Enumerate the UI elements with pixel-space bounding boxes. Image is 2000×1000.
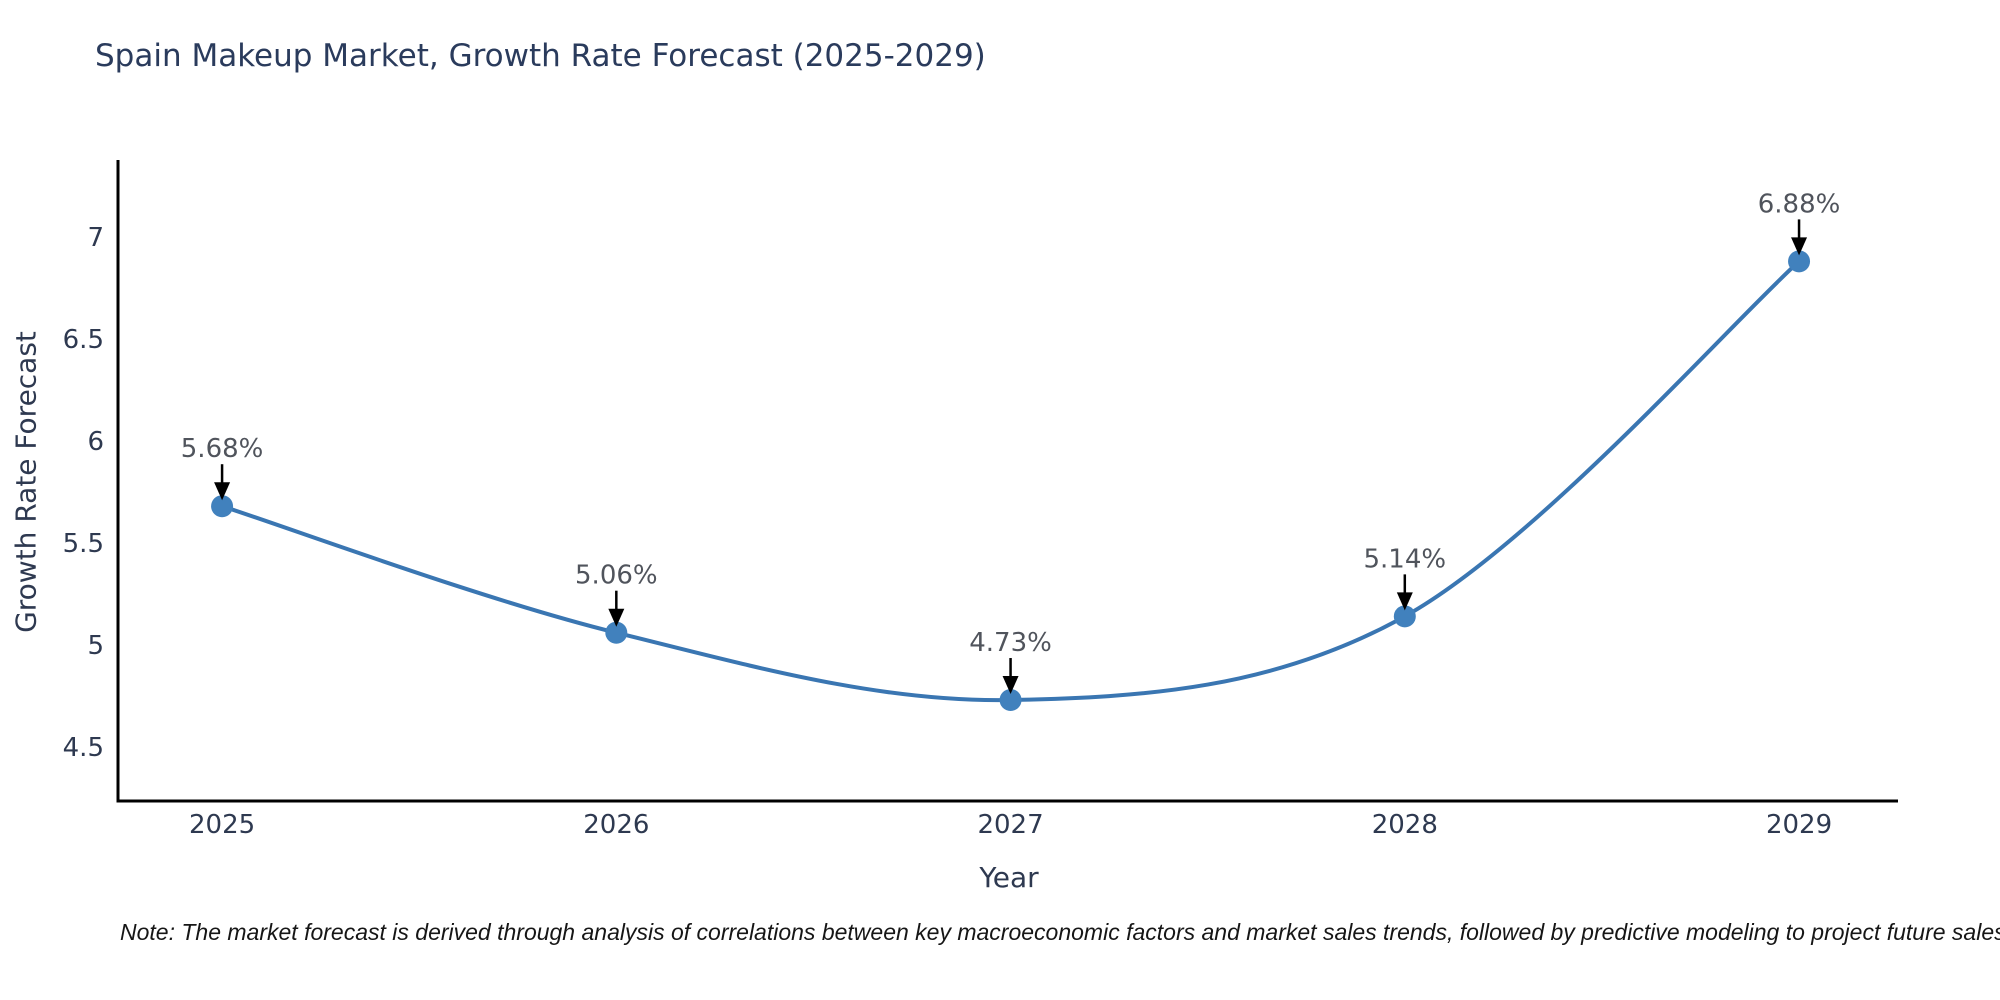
y-axis-title: Growth Rate Forecast bbox=[9, 331, 43, 633]
y-tick-label: 6 bbox=[87, 427, 104, 457]
footnote-text: Note: The market forecast is derived thr… bbox=[120, 919, 2000, 945]
y-tick-label: 5 bbox=[87, 631, 104, 661]
x-tick-label: 2028 bbox=[1372, 810, 1438, 840]
annotation-arrow-head bbox=[1396, 592, 1413, 611]
annotation-arrow-head bbox=[1002, 676, 1019, 695]
data-point-marker bbox=[1393, 605, 1416, 628]
y-tick-label: 7 bbox=[87, 223, 104, 253]
chart-title: Spain Makeup Market, Growth Rate Forecas… bbox=[95, 38, 986, 74]
point-annotation-label: 6.88% bbox=[1758, 189, 1841, 219]
x-axis-title: Year bbox=[979, 861, 1039, 894]
data-point-marker bbox=[1788, 250, 1811, 273]
annotation-arrow-head bbox=[608, 608, 625, 627]
point-annotation-label: 5.68% bbox=[181, 434, 264, 464]
data-point-marker bbox=[605, 621, 628, 644]
point-annotation-label: 5.06% bbox=[575, 561, 658, 591]
data-point-marker bbox=[999, 689, 1022, 712]
x-tick-label: 2026 bbox=[583, 810, 649, 840]
x-tick-label: 2027 bbox=[977, 810, 1043, 840]
x-tick-label: 2025 bbox=[189, 810, 255, 840]
annotation-arrow-head bbox=[214, 482, 231, 501]
axis-spines bbox=[116, 160, 1898, 803]
y-tick-label: 5.5 bbox=[63, 529, 104, 559]
annotation-arrow-head bbox=[1791, 237, 1808, 256]
y-tick-label: 4.5 bbox=[63, 733, 104, 763]
data-point-marker bbox=[211, 495, 234, 518]
point-annotation-label: 4.73% bbox=[969, 628, 1052, 658]
point-annotation-label: 5.14% bbox=[1363, 544, 1446, 574]
x-tick-label: 2029 bbox=[1766, 810, 1832, 840]
y-tick-label: 6.5 bbox=[63, 325, 104, 355]
